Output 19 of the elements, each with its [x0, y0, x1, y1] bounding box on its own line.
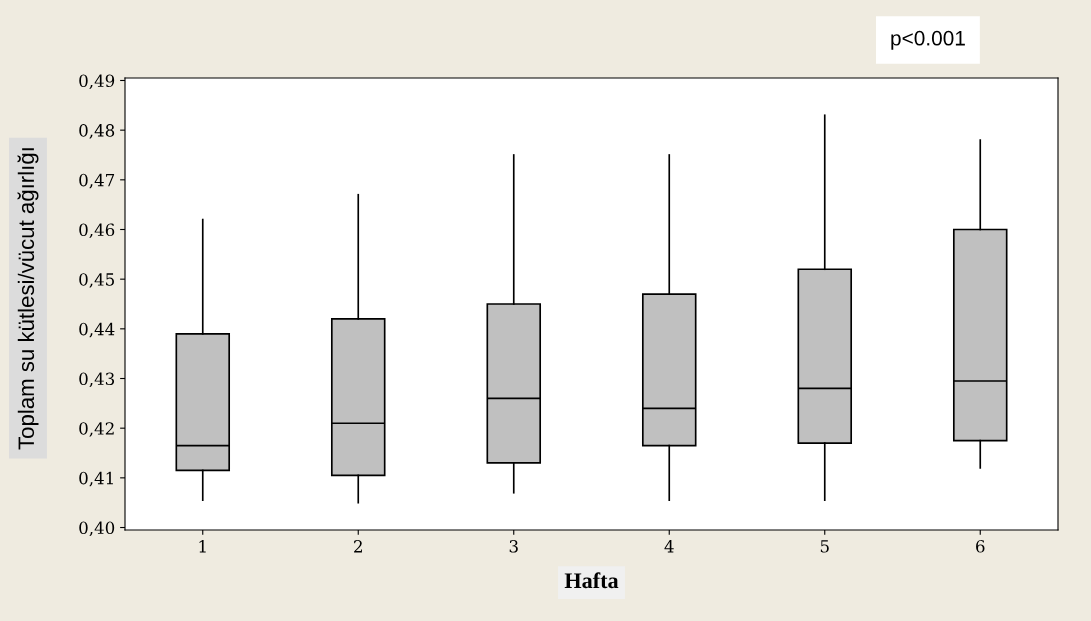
x-tick-label: 5 — [820, 540, 829, 553]
y-tick-label: 0,42 — [79, 422, 114, 437]
y-tick-label: 0,44 — [79, 322, 115, 338]
x-tick-label: 1 — [199, 540, 206, 553]
text: p<0.001 — [891, 30, 965, 50]
y-axis-title: Toplam su kütlesi/vücut ağırlığı — [17, 148, 39, 450]
x-tick-label: 4 — [664, 540, 674, 553]
x-tick-label: 2 — [354, 540, 362, 553]
y-tick-label: 0,43 — [79, 372, 115, 388]
y-tick-label: 0,48 — [79, 124, 115, 139]
y-tick-label: 0,47 — [79, 173, 115, 189]
y-tick-label: 0,46 — [79, 223, 115, 239]
y-tick-label: 0,45 — [79, 273, 114, 288]
y-tick-label: 0,41 — [79, 471, 113, 487]
y-tick-label: 0,40 — [79, 521, 115, 537]
x-axis-title: Hafta — [564, 572, 619, 589]
x-tick-label: 3 — [509, 540, 518, 553]
x-tick-label: 6 — [976, 540, 985, 553]
y-tick-label: 0,49 — [79, 74, 115, 90]
